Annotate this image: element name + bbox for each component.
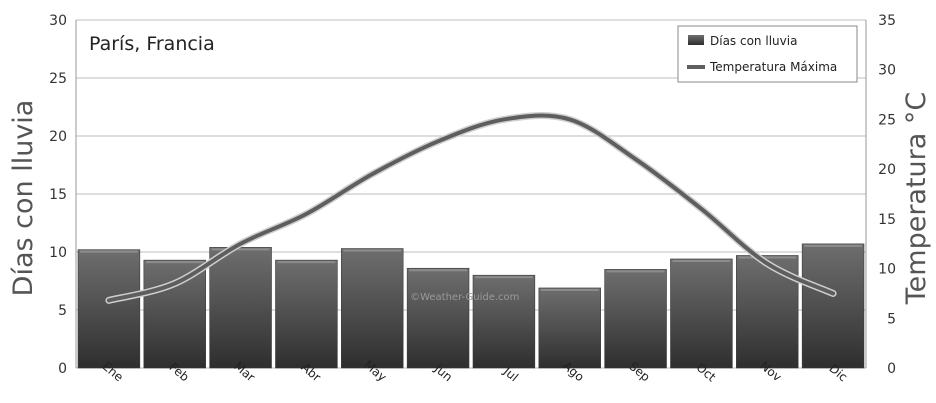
line-series — [105, 112, 837, 304]
bar-Jun — [406, 267, 470, 369]
right-tick-label: 25 — [878, 112, 896, 128]
right-tick-label: 0 — [887, 361, 896, 377]
legend-label-bar: Días con lluvia — [710, 34, 797, 48]
right-tick-label: 30 — [878, 63, 896, 79]
bar-highlight-Sep — [606, 270, 665, 273]
bar-highlight-Ago — [540, 288, 599, 291]
left-tick-label: 20 — [49, 129, 67, 145]
y-axis-right-title: Temperatura °C — [901, 92, 932, 306]
bar-highlight-Ene — [80, 250, 138, 253]
left-tick-label: 10 — [49, 245, 67, 261]
bar-Dic — [801, 243, 865, 369]
bar-highlight-Mar — [211, 248, 270, 251]
legend-label-line: Temperatura Máxima — [709, 60, 837, 74]
legend-swatch-bar — [688, 35, 704, 45]
bar-May — [341, 248, 404, 369]
bar-series — [77, 243, 865, 369]
left-tick-label: 0 — [58, 361, 67, 377]
watermark-group: ©Weather-Guide.com — [410, 292, 519, 303]
right-tick-label: 15 — [878, 212, 896, 228]
bar-highlight-Jul — [475, 276, 533, 279]
legend-box — [677, 25, 858, 83]
bar-Ago — [538, 287, 601, 369]
grid-lines — [75, 19, 867, 369]
bar-highlight-Jun — [409, 269, 467, 272]
bar-Abr — [275, 259, 338, 369]
bar-Sep — [604, 269, 667, 369]
bar-Ene — [77, 249, 141, 369]
right-tick-label: 5 — [887, 311, 896, 327]
bar-Oct — [670, 258, 733, 369]
y-axis-left-title: Días con lluvia — [8, 100, 39, 297]
bar-highlight-Abr — [277, 261, 336, 264]
bar-Feb — [143, 259, 206, 369]
legend: Días con lluvia Temperatura Máxima — [677, 25, 858, 83]
right-tick-label: 20 — [878, 162, 896, 178]
bar-highlight-Dic — [804, 244, 862, 247]
right-tick-label: 10 — [878, 262, 896, 278]
legend-swatch-line — [687, 65, 705, 69]
bar-highlight-May — [343, 249, 402, 252]
bar-Mar — [209, 247, 272, 369]
left-tick-label: 5 — [58, 303, 67, 319]
watermark: ©Weather-Guide.com — [410, 292, 519, 303]
left-tick-label: 30 — [49, 13, 67, 29]
right-axis-ticks: 0 5 10 15 20 25 30 35 — [878, 13, 896, 377]
right-tick-label: 35 — [878, 13, 896, 29]
bar-highlight-Oct — [672, 259, 731, 262]
bar-Jul — [472, 274, 536, 369]
temperature-line — [106, 113, 836, 303]
bar-highlight-Nov — [738, 256, 797, 259]
left-axis-ticks: 0 5 10 15 20 25 30 — [49, 13, 67, 377]
left-tick-label: 25 — [49, 71, 67, 87]
left-tick-label: 15 — [49, 187, 67, 203]
chart-title: París, Francia — [89, 33, 215, 55]
bar-highlight-Feb — [145, 261, 204, 264]
